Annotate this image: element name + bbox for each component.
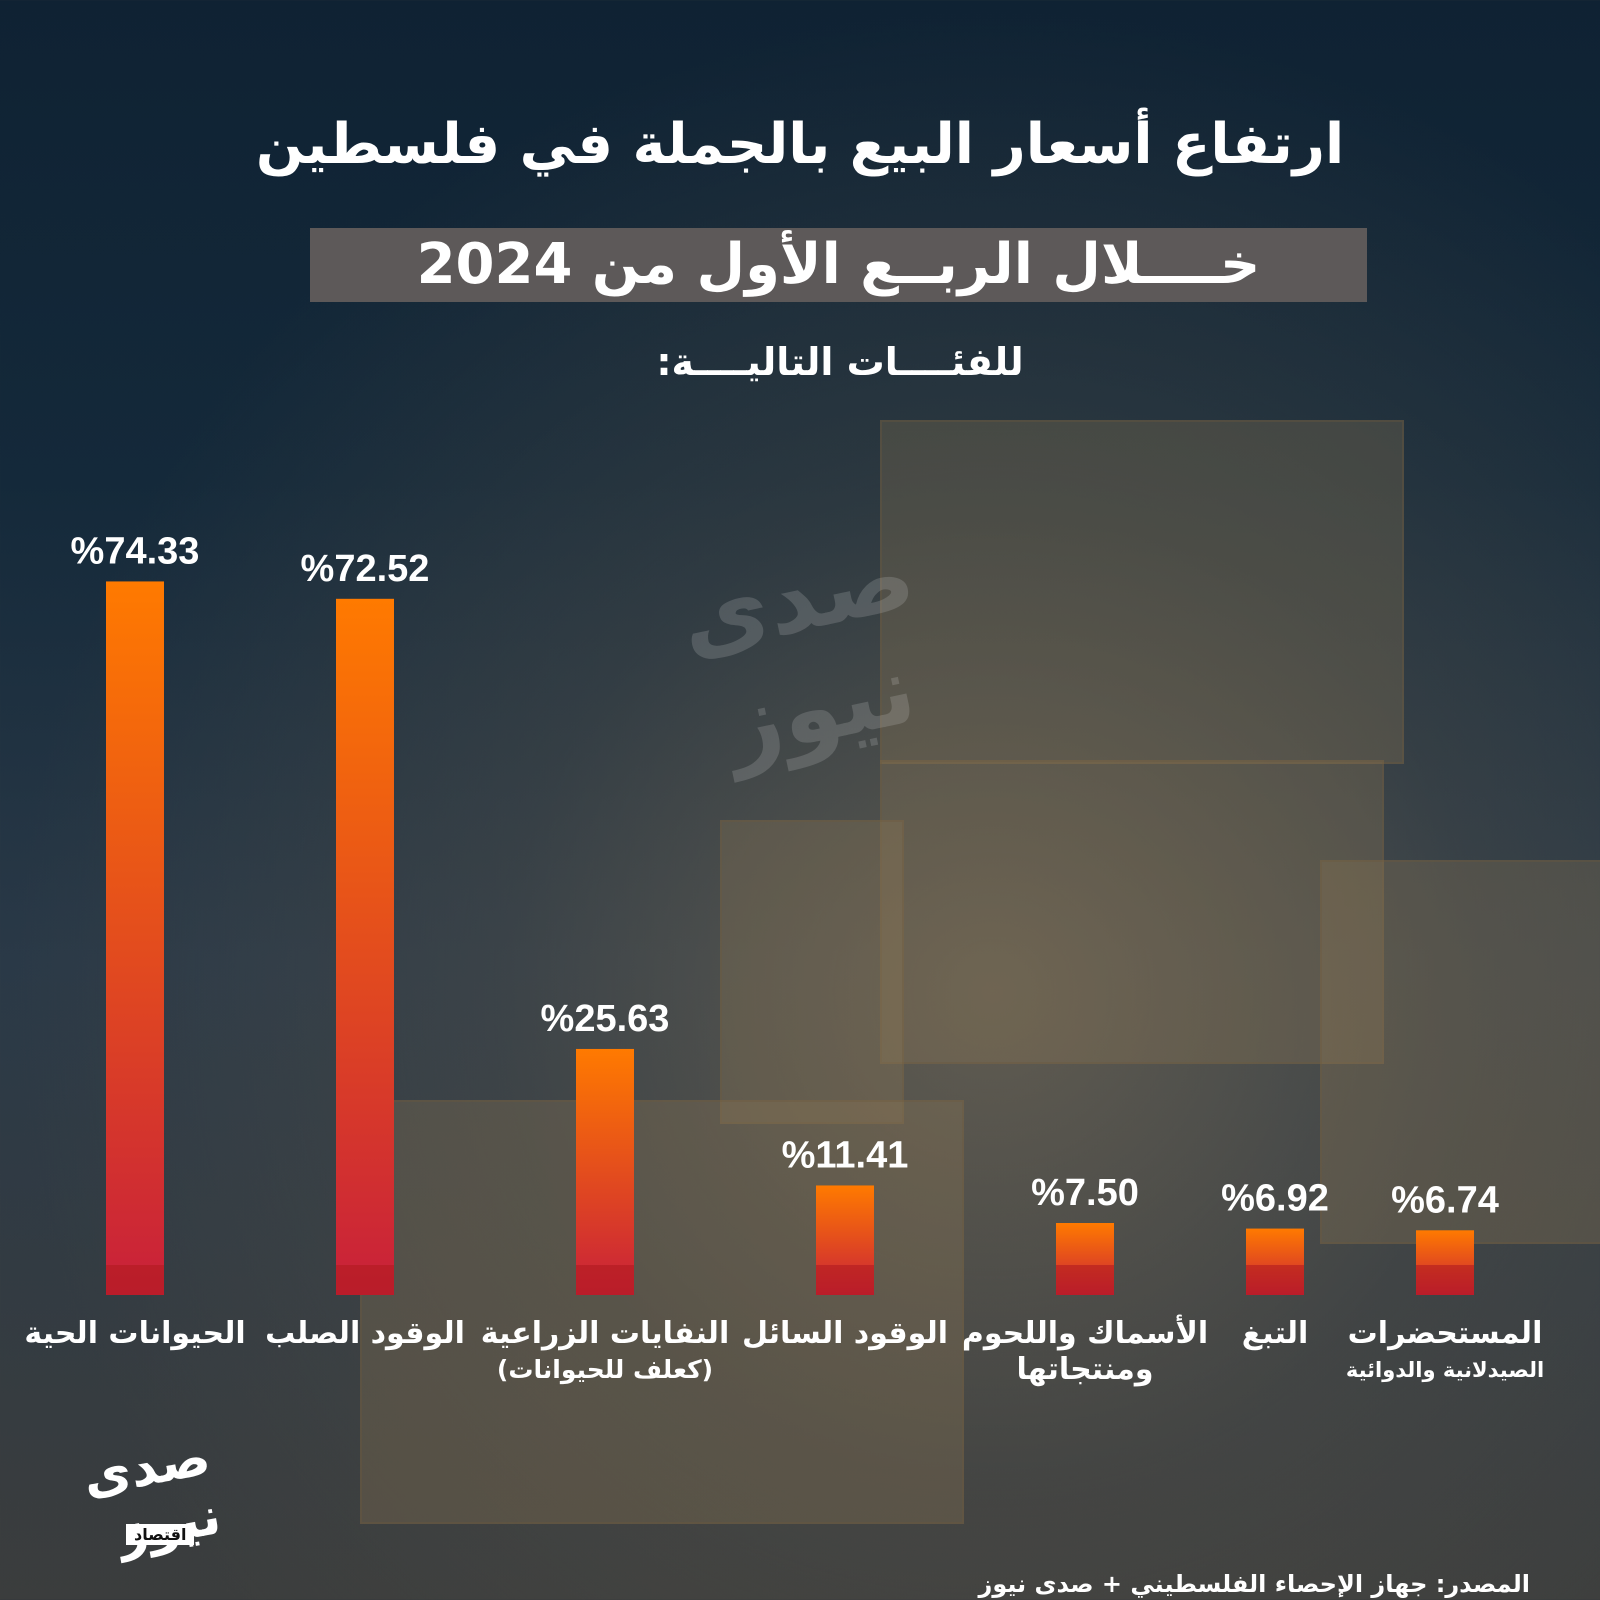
value-label-1: %72.52	[301, 548, 430, 590]
subtitle-band: خــــلال الربــع الأول من 2024	[310, 228, 1367, 302]
category-main-3: الوقود السائل	[741, 1316, 949, 1351]
source-note: المصدر: جهاز الإحصاء الفلسطيني + صدى نيو…	[978, 1570, 1531, 1598]
value-label-6: %6.74	[1391, 1179, 1499, 1221]
background-box	[1320, 860, 1600, 1244]
bar-base-6	[1416, 1265, 1474, 1295]
category-sub-4: ومنتجاتها	[1016, 1352, 1154, 1387]
bar-2	[576, 1048, 634, 1295]
bar-base-0	[106, 1265, 164, 1295]
category-label-0: الحيوانات الحية	[5, 1315, 265, 1353]
category-main-6: المستحضرات	[1347, 1316, 1543, 1351]
category-main-1: الوقود الصلب	[265, 1316, 465, 1351]
page-subtitle: خــــلال الربــع الأول من 2024	[416, 232, 1261, 297]
value-label-2: %25.63	[541, 998, 670, 1040]
bar-base-4	[1056, 1265, 1114, 1295]
value-label-5: %6.92	[1221, 1178, 1329, 1220]
category-sub-6: الصيدلانية والدوائية	[1345, 1358, 1545, 1382]
category-label-1: الوقود الصلب	[235, 1315, 495, 1353]
categories-intro: للفئــــات التاليــــة:	[656, 340, 1024, 384]
background-box	[880, 760, 1384, 1064]
brand-logo: صدى نيوز اقتصاد	[56, 1427, 225, 1563]
bar-0	[106, 581, 164, 1295]
category-label-4: الأسماك واللحوم ومنتجاتها	[955, 1315, 1215, 1387]
bar-base-1	[336, 1265, 394, 1295]
category-main-0: الحيوانات الحية	[24, 1316, 246, 1351]
category-label-6: المستحضرات الصيدلانية والدوائية	[1315, 1315, 1575, 1387]
value-label-0: %74.33	[71, 530, 200, 572]
value-label-4: %7.50	[1031, 1172, 1139, 1214]
category-label-2: النفايات الزراعية (كعلف للحيوانات)	[475, 1315, 735, 1387]
bar-1	[336, 598, 394, 1295]
category-sub-2: (كعلف للحيوانات)	[496, 1355, 714, 1384]
category-main-5: التبغ	[1241, 1316, 1309, 1351]
page-title: ارتفاع أسعار البيع بالجملة في فلسطين	[255, 112, 1345, 177]
category-main-4: الأسماك واللحوم	[961, 1316, 1209, 1351]
background-box	[880, 420, 1404, 764]
category-main-2: النفايات الزراعية	[480, 1316, 730, 1351]
category-label-3: الوقود السائل	[715, 1315, 975, 1353]
bar-base-3	[816, 1265, 874, 1295]
category-label-5: التبغ	[1145, 1315, 1405, 1353]
value-label-3: %11.41	[782, 1134, 909, 1176]
background-box	[360, 1100, 964, 1524]
bar-base-5	[1246, 1265, 1304, 1295]
bar-base-2	[576, 1265, 634, 1295]
background-box	[720, 820, 904, 1124]
logo-subtitle: اقتصاد	[126, 1524, 195, 1545]
